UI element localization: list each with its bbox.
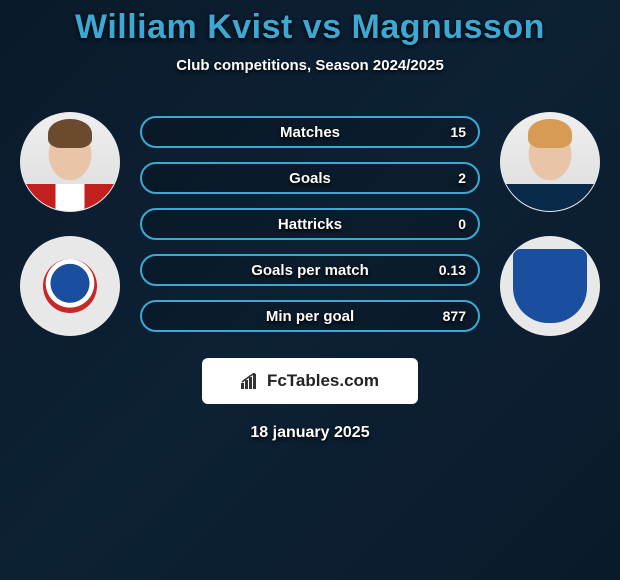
stat-right-value: 15 [450,124,466,140]
stat-right-value: 0.13 [439,262,466,278]
comparison-card: William Kvist vs Magnusson Club competit… [0,0,620,442]
stat-label: Min per goal [266,308,354,325]
right-column [498,112,602,336]
stat-label: Goals [289,170,331,187]
main-row: Matches 15 Goals 2 Hattricks 0 Goals per… [0,112,620,336]
club-crest-icon [513,249,587,323]
player-left-avatar [20,112,120,212]
stat-row: Hattricks 0 [140,208,480,240]
player-right-avatar [500,112,600,212]
subtitle: Club competitions, Season 2024/2025 [0,57,620,74]
stat-row: Goals per match 0.13 [140,254,480,286]
stat-row: Min per goal 877 [140,300,480,332]
stat-right-value: 0 [458,216,466,232]
stats-list: Matches 15 Goals 2 Hattricks 0 Goals per… [140,116,480,332]
jersey-icon [21,184,119,211]
stat-label: Matches [280,124,340,141]
brand-label: FcTables.com [267,371,379,391]
club-right-badge [500,236,600,336]
face-placeholder-icon [21,113,119,211]
page-title: William Kvist vs Magnusson [0,8,620,47]
stat-row: Goals 2 [140,162,480,194]
club-left-badge [20,236,120,336]
stat-row: Matches 15 [140,116,480,148]
club-crest-icon [43,259,98,314]
jersey-icon [501,184,599,211]
left-column [18,112,122,336]
stat-label: Hattricks [278,216,342,233]
date-label: 18 january 2025 [0,424,620,442]
bar-chart-icon [241,373,261,389]
stat-right-value: 2 [458,170,466,186]
face-placeholder-icon [501,113,599,211]
stat-right-value: 877 [443,308,466,324]
stat-label: Goals per match [251,262,369,279]
brand-box[interactable]: FcTables.com [202,358,418,404]
